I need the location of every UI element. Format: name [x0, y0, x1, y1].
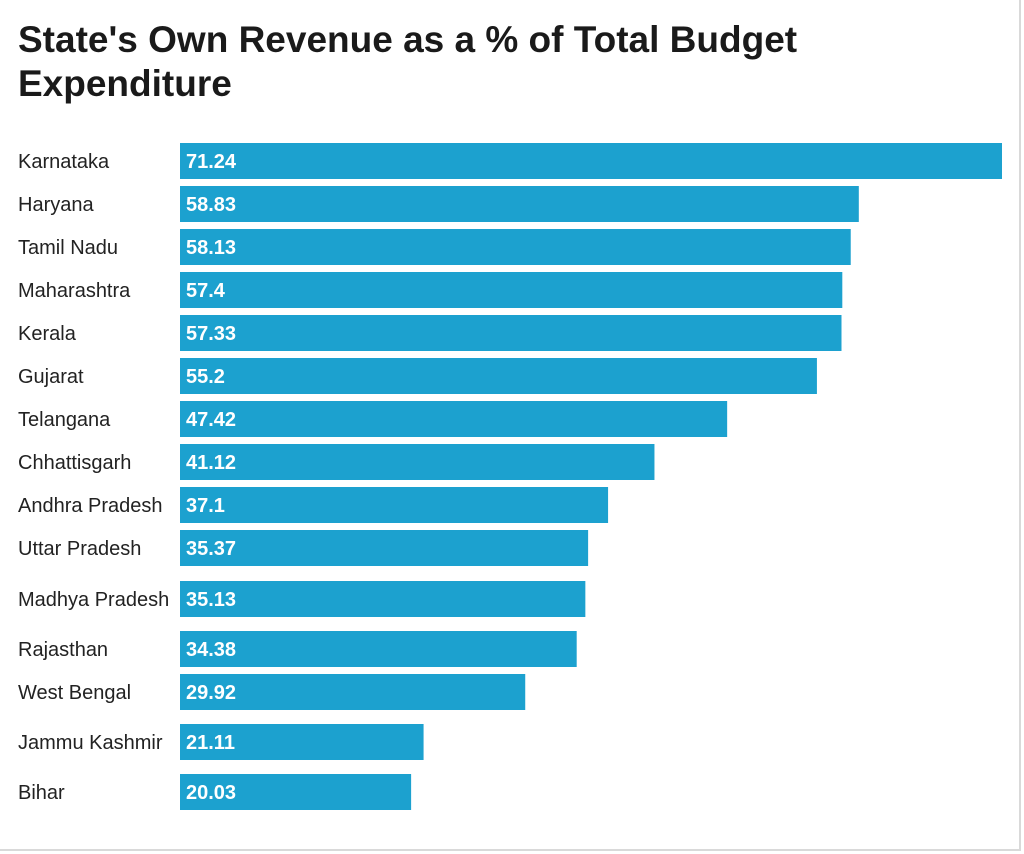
bar-haryana: [180, 186, 859, 222]
category-label-maharashtra: Maharashtra: [18, 280, 131, 302]
value-label-west-bengal: 29.92: [186, 682, 236, 704]
category-label-jammu-kashmir: Jammu Kashmir: [18, 732, 163, 754]
value-label-maharashtra: 57.4: [186, 280, 226, 302]
category-label-karnataka: Karnataka: [18, 151, 110, 173]
bar-chhattisgarh: [180, 444, 655, 480]
value-label-andhra-pradesh: 37.1: [186, 495, 225, 517]
category-label-kerala: Kerala: [18, 323, 77, 345]
value-label-telangana: 47.42: [186, 409, 236, 431]
value-label-rajasthan: 34.38: [186, 639, 236, 661]
category-label-chhattisgarh: Chhattisgarh: [18, 452, 131, 474]
bar-gujarat: [180, 358, 817, 394]
category-label-haryana: Haryana: [18, 194, 94, 216]
bar-jammu-kashmir: [180, 724, 424, 760]
category-label-rajasthan: Rajasthan: [18, 639, 108, 661]
category-label-telangana: Telangana: [18, 409, 111, 431]
category-label-gujarat: Gujarat: [18, 366, 84, 388]
bar-uttar-pradesh: [180, 530, 589, 566]
value-label-chhattisgarh: 41.12: [186, 452, 236, 474]
category-label-tamil-nadu: Tamil Nadu: [18, 237, 118, 259]
value-label-gujarat: 55.2: [186, 366, 225, 388]
value-label-kerala: 57.33: [186, 323, 236, 345]
category-label-uttar-pradesh: Uttar Pradesh: [18, 538, 141, 560]
bar-west-bengal: [180, 674, 526, 710]
chart-title: State's Own Revenue as a % of Total Budg…: [18, 19, 798, 104]
value-label-tamil-nadu: 58.13: [186, 237, 236, 259]
value-label-madhya-pradesh: 35.13: [186, 589, 236, 611]
bar-maharashtra: [180, 272, 843, 308]
category-label-bihar: Bihar: [18, 782, 65, 804]
bar-bihar: [180, 774, 412, 810]
bar-kerala: [180, 315, 842, 351]
value-label-karnataka: 71.24: [186, 151, 237, 173]
bar-rajasthan: [180, 631, 577, 667]
category-label-andhra-pradesh: Andhra Pradesh: [18, 495, 163, 517]
bar-tamil-nadu: [180, 229, 851, 265]
value-label-bihar: 20.03: [186, 782, 236, 804]
category-label-madhya-pradesh: Madhya Pradesh: [18, 589, 169, 611]
bar-karnataka: [180, 143, 1002, 179]
bar-telangana: [180, 401, 728, 437]
value-label-jammu-kashmir: 21.11: [186, 732, 235, 754]
bar-andhra-pradesh: [180, 487, 609, 523]
category-label-west-bengal: West Bengal: [18, 682, 131, 704]
value-label-haryana: 58.83: [186, 194, 236, 216]
bar-madhya-pradesh: [180, 581, 586, 617]
value-label-uttar-pradesh: 35.37: [186, 538, 236, 560]
